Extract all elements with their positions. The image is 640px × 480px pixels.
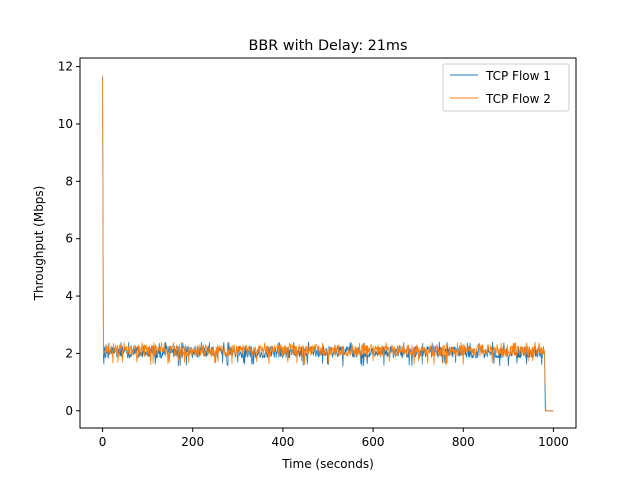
x-axis: 0 200 400 600 800 1000 <box>99 428 569 449</box>
y-tick-label: 6 <box>65 232 73 246</box>
plot-area <box>79 57 577 429</box>
series-layer <box>102 75 554 412</box>
y-tick-label: 8 <box>65 174 73 188</box>
legend-label-flow-1: TCP Flow 1 <box>485 69 551 83</box>
x-tick-label: 0 <box>99 435 107 449</box>
y-tick-label: 12 <box>58 60 73 74</box>
x-tick-label: 200 <box>181 435 204 449</box>
legend-label-flow-2: TCP Flow 2 <box>485 92 551 106</box>
plot-frame <box>79 57 577 429</box>
y-tick-label: 0 <box>65 404 73 418</box>
x-axis-label: Time (seconds) <box>281 457 374 471</box>
chart-title: BBR with Delay: 21ms <box>249 38 408 54</box>
series-line-flow-2 <box>102 75 554 412</box>
legend-box <box>442 63 570 112</box>
y-axis: 0 2 4 6 8 10 12 <box>58 60 80 418</box>
y-tick-label: 2 <box>65 346 73 360</box>
x-tick-label: 800 <box>452 435 475 449</box>
legend: TCP Flow 1 TCP Flow 2 <box>442 63 570 112</box>
y-tick-label: 4 <box>65 289 73 303</box>
y-tick-label: 10 <box>58 117 73 131</box>
x-tick-label: 400 <box>271 435 294 449</box>
x-tick-label: 1000 <box>538 435 569 449</box>
x-tick-label: 600 <box>362 435 385 449</box>
y-axis-label: Throughput (Mbps) <box>32 186 46 302</box>
